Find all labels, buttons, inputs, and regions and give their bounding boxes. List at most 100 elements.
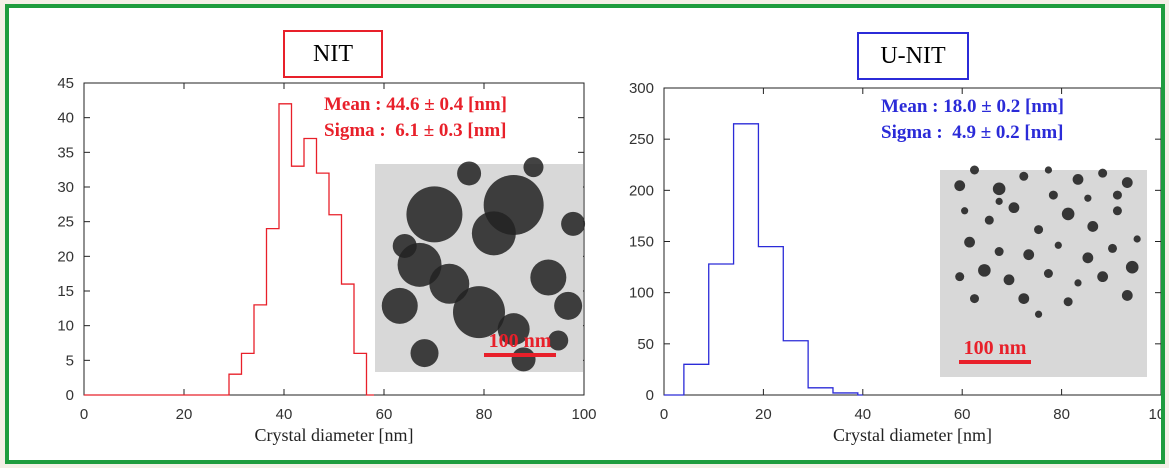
nit-y-tick-label: 10 — [57, 318, 74, 335]
unit-scale-bar — [959, 360, 1031, 364]
unit-nanoparticle — [978, 264, 991, 277]
nit-scale-bar — [484, 353, 556, 357]
unit-histogram-bar — [758, 247, 783, 395]
unit-nanoparticle — [1082, 252, 1094, 264]
unit-nanoparticle — [1023, 249, 1035, 261]
unit-nanoparticle — [1112, 206, 1122, 216]
unit-nanoparticle — [1043, 269, 1053, 278]
unit-histogram-bar — [833, 393, 858, 395]
nit-sigma-label: Sigma : 6.1 ± 0.3 [nm] — [324, 120, 507, 141]
unit-scale-bar-label: 100 nm — [964, 337, 1027, 359]
nit-nanoparticle — [381, 287, 418, 324]
nit-x-tick-label: 20 — [176, 406, 193, 423]
unit-y-tick-label: 100 — [629, 285, 654, 302]
figure-canvas: 0 20 40 60 80 100 0 5 10 15 20 25 30 35 40 45 Crystal di… — [57, 75, 1161, 445]
nit-histogram-bar — [267, 229, 280, 395]
unit-histogram-outline — [664, 123, 863, 396]
nit-mean-label: Mean : 44.6 ± 0.4 [nm] — [324, 94, 507, 115]
unit-nanoparticle — [1034, 310, 1043, 318]
nit-y-tick-label: 0 — [66, 387, 74, 404]
unit-nanoparticle — [964, 236, 975, 248]
unit-nanoparticle — [1072, 174, 1084, 185]
unit-nanoparticle — [1098, 168, 1108, 178]
nit-x-tick-label: 40 — [276, 406, 293, 423]
nit-plot-frame — [83, 82, 585, 396]
unit-nanoparticle — [992, 182, 1006, 196]
nit-histogram-bar — [242, 353, 255, 395]
nit-histogram-bar — [254, 305, 267, 395]
unit-histogram-bar — [808, 388, 833, 395]
nit-x-axis-label: Crystal diameter [nm] — [255, 425, 414, 445]
nit-nanoparticle — [497, 313, 530, 346]
unit-nanoparticle — [1112, 190, 1122, 200]
nit-nanoparticle — [530, 259, 567, 296]
nit-y-tick-label: 15 — [57, 283, 74, 300]
nit-y-tick-label: 20 — [57, 248, 74, 265]
nit-title-box: NIT — [283, 30, 383, 78]
unit-nanoparticle — [1125, 260, 1139, 274]
unit-y-tick-label: 300 — [629, 80, 654, 97]
unit-y-tick-label: 250 — [629, 131, 654, 148]
unit-y-tick-label: 150 — [629, 234, 654, 251]
unit-x-tick-label: 80 — [1053, 406, 1070, 423]
nit-nanoparticle — [471, 211, 516, 256]
unit-x-axis-label: Crystal diameter [nm] — [833, 425, 992, 445]
nit-tem-inset: 100 nm — [375, 157, 586, 372]
unit-nanoparticle — [961, 207, 969, 215]
unit-chart: 0 20 40 60 80 100 0 50 100 150 200 250 300 Crystal di… — [629, 80, 1161, 445]
nit-histogram-bar — [354, 353, 367, 395]
unit-inset-background — [940, 170, 1147, 377]
nit-x-tick-label: 0 — [80, 406, 88, 423]
unit-nanoparticle — [1097, 271, 1109, 283]
unit-nanoparticle — [1044, 166, 1053, 174]
nit-nanoparticle — [561, 211, 586, 236]
nit-histogram-bar — [329, 215, 342, 395]
unit-nanoparticle — [954, 180, 966, 192]
unit-nanoparticle — [1133, 235, 1141, 243]
nit-nanoparticle — [548, 330, 569, 351]
nit-y-tick-label: 35 — [57, 144, 74, 161]
unit-nanoparticle — [1121, 177, 1133, 188]
unit-nanoparticle — [1008, 202, 1020, 214]
unit-nanoparticle — [1084, 194, 1092, 202]
unit-nanoparticle — [970, 294, 979, 304]
nit-y-tick-label: 25 — [57, 214, 74, 231]
unit-y-tick-label: 0 — [646, 387, 654, 404]
nit-chart: 0 20 40 60 80 100 0 5 10 15 20 25 30 35 40 45 Crystal di… — [57, 75, 596, 445]
nit-nanoparticle — [457, 161, 482, 186]
unit-x-tick-label: 20 — [755, 406, 772, 423]
unit-sigma-label: Sigma : 4.9 ± 0.2 [nm] — [881, 122, 1064, 143]
unit-nanoparticle — [970, 165, 979, 175]
nit-y-tick-label: 40 — [57, 110, 74, 127]
unit-nanoparticle — [1087, 221, 1099, 232]
unit-title-box: U-NIT — [857, 32, 969, 80]
nit-histogram-bar — [304, 138, 317, 395]
nit-y-tick-label: 5 — [66, 352, 74, 369]
nit-nanoparticle — [523, 157, 544, 178]
nit-nanoparticle — [453, 286, 505, 339]
unit-nanoparticle — [1048, 190, 1058, 200]
unit-nanoparticle — [984, 215, 994, 225]
unit-nanoparticle — [1074, 279, 1082, 287]
unit-nanoparticle — [1003, 274, 1015, 286]
nit-x-tick-label: 80 — [476, 406, 493, 423]
nit-x-tick-label: 100 — [571, 406, 596, 423]
unit-y-tick-label: 200 — [629, 182, 654, 199]
nit-nanoparticle — [429, 263, 470, 304]
nit-x-tick-label: 60 — [376, 406, 393, 423]
nit-histogram-outline — [84, 103, 374, 396]
unit-histogram-bar — [709, 264, 734, 395]
unit-histogram-bar — [783, 341, 808, 395]
nit-histogram-bar — [342, 284, 355, 395]
nit-nanoparticle — [392, 233, 417, 258]
unit-nanoparticle — [1121, 290, 1133, 301]
unit-nanoparticle — [1061, 207, 1075, 221]
unit-nanoparticle — [1034, 225, 1044, 235]
nit-scale-bar-label: 100 nm — [489, 330, 552, 352]
unit-histogram-bar — [734, 124, 759, 395]
nit-histogram-bar — [317, 173, 330, 395]
nit-histogram-bar — [229, 374, 242, 395]
nit-y-tick-label: 30 — [57, 179, 74, 196]
nit-nanoparticle — [406, 186, 463, 243]
unit-nanoparticle — [1019, 171, 1029, 181]
